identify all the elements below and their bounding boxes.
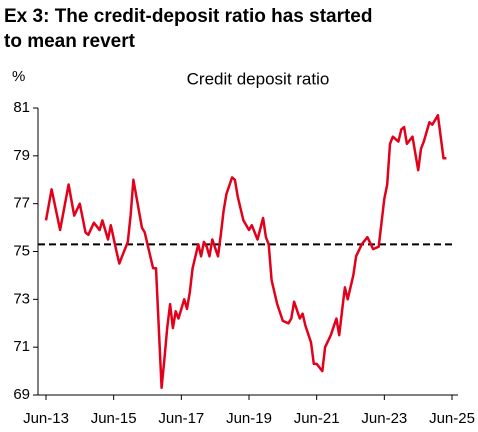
x-tick-label: Jun-25 — [429, 410, 475, 427]
chart-title: to mean revert — [4, 31, 136, 52]
data-line — [44, 113, 447, 390]
x-tick-label: Jun-13 — [23, 410, 69, 427]
y-tick-label: 73 — [13, 290, 30, 307]
x-tick-label: Jun-17 — [158, 410, 204, 427]
y-tick-label: 71 — [13, 338, 30, 355]
y-tick-label: 69 — [13, 386, 30, 403]
y-tick-label: 77 — [13, 195, 30, 212]
chart-title: Ex 3: The credit-deposit ratio has start… — [4, 6, 372, 27]
y-tick-label: 75 — [13, 242, 30, 259]
x-tick-label: Jun-23 — [361, 410, 407, 427]
x-tick-label: Jun-21 — [294, 410, 340, 427]
y-tick-label: 81 — [13, 99, 30, 116]
x-tick-label: Jun-19 — [226, 410, 272, 427]
x-tick-label: Jun-15 — [91, 410, 137, 427]
y-axis-label: % — [12, 68, 25, 85]
y-tick-label: 79 — [13, 147, 30, 164]
chart-subtitle: Credit deposit ratio — [187, 69, 330, 88]
